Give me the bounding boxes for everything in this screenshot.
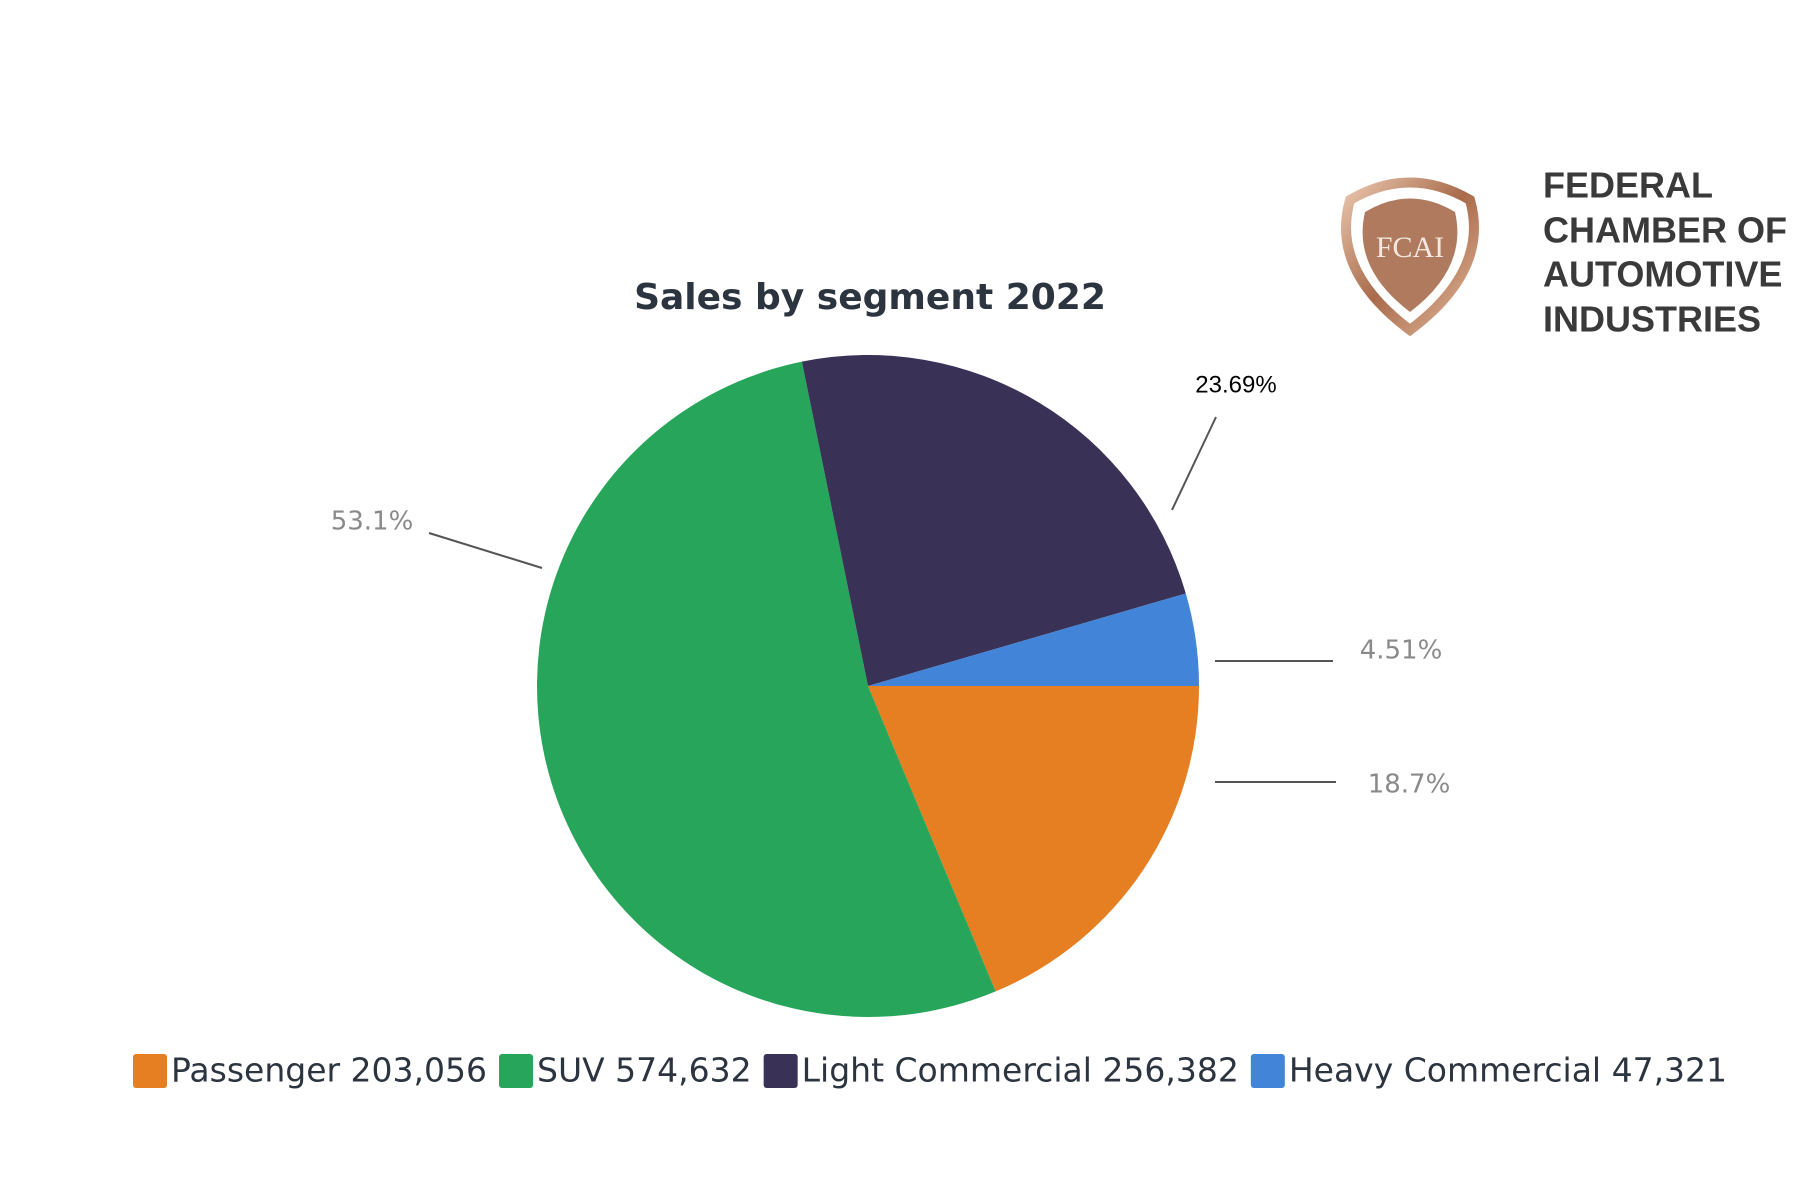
slice-label: 23.69% xyxy=(1195,371,1276,398)
legend-swatch xyxy=(133,1054,167,1088)
pie-slice xyxy=(868,686,1199,992)
logo-line: INDUSTRIES xyxy=(1543,299,1761,340)
pie-slice xyxy=(536,361,996,1017)
legend-label: Light Commercial 256,382 xyxy=(802,1051,1239,1090)
logo-shield xyxy=(1341,177,1479,337)
slice-label: 18.7% xyxy=(1368,770,1451,800)
logo-map xyxy=(1362,198,1458,312)
logo-line: AUTOMOTIVE xyxy=(1543,254,1782,295)
logo-emblem: FCAI xyxy=(1376,231,1444,264)
logo-line: CHAMBER OF xyxy=(1543,210,1787,251)
pie-slice xyxy=(868,593,1199,686)
logo-line: FEDERAL xyxy=(1543,165,1713,206)
leader-line xyxy=(1171,416,1217,511)
logo: FCAI FEDERAL CHAMBER OF AUTOMOTIVE INDUS… xyxy=(1341,165,1787,340)
legend-label: Heavy Commercial 47,321 xyxy=(1289,1051,1727,1090)
legend-label: Passenger 203,056 xyxy=(171,1051,487,1090)
legend-label: SUV 574,632 xyxy=(537,1051,752,1090)
leader-line xyxy=(428,532,543,569)
chart-title: Sales by segment 2022 xyxy=(634,277,1106,318)
legend-swatch xyxy=(763,1054,798,1088)
legend-swatch xyxy=(1250,1054,1285,1088)
legend-swatch xyxy=(499,1054,534,1088)
slice-label: 53.1% xyxy=(331,507,414,537)
slice-label: 4.51% xyxy=(1360,636,1443,666)
pie-slice xyxy=(801,355,1186,686)
